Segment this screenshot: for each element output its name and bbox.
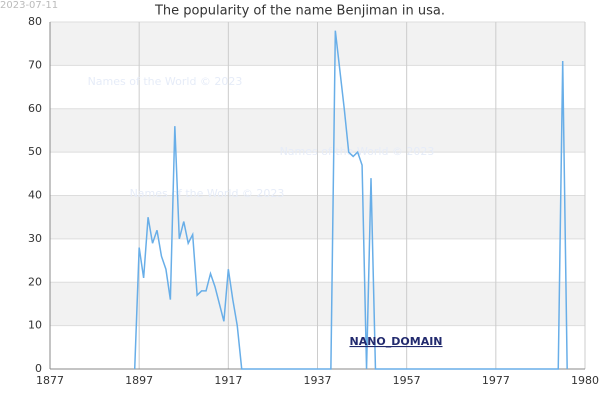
watermark: Names of the World © 2023 — [130, 187, 285, 200]
y-tick-label: 10 — [28, 319, 42, 332]
x-tick-label: 1977 — [482, 374, 510, 387]
x-tick-label: 1980 — [571, 374, 599, 387]
watermark: Names of the World © 2023 — [88, 75, 243, 88]
x-tick-label: 1897 — [125, 374, 153, 387]
y-tick-label: 80 — [28, 15, 42, 28]
watermark: Names of the World © 2023 — [280, 145, 435, 158]
y-tick-label: 50 — [28, 145, 42, 158]
date-stamp: 2023-07-11 — [0, 0, 58, 11]
y-tick-label: 70 — [28, 58, 42, 71]
x-tick-label: 1937 — [304, 374, 332, 387]
y-tick-label: 40 — [28, 189, 42, 202]
y-tick-label: 60 — [28, 102, 42, 115]
y-tick-label: 30 — [28, 232, 42, 245]
domain-label: NANO_DOMAIN — [349, 335, 442, 348]
y-tick-label: 20 — [28, 275, 42, 288]
x-tick-label: 1917 — [214, 374, 242, 387]
line-series — [133, 30, 568, 370]
y-tick-label: 0 — [35, 362, 42, 375]
x-tick-label: 1877 — [36, 374, 64, 387]
x-tick-label: 1957 — [393, 374, 421, 387]
chart-title: The popularity of the name Benjiman in u… — [154, 4, 445, 19]
